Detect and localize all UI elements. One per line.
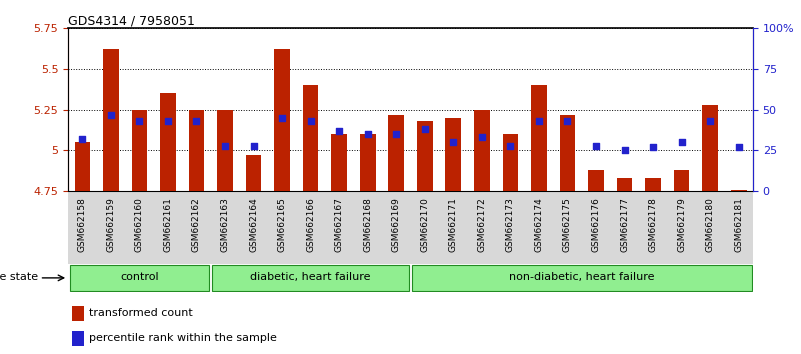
Point: [447, 139, 460, 145]
Point: [476, 135, 489, 140]
Bar: [360, 134, 376, 191]
Point: [418, 126, 431, 132]
Text: GSM662181: GSM662181: [735, 197, 743, 252]
Bar: [274, 50, 290, 191]
Point: [618, 148, 631, 153]
Text: GSM662164: GSM662164: [249, 197, 258, 252]
Point: [646, 144, 659, 150]
Point: [162, 118, 175, 124]
Text: GSM662166: GSM662166: [306, 197, 315, 252]
Point: [533, 118, 545, 124]
Point: [675, 139, 688, 145]
Text: transformed count: transformed count: [89, 308, 192, 318]
Point: [361, 131, 374, 137]
Bar: [674, 170, 690, 191]
Text: diabetic, heart failure: diabetic, heart failure: [251, 272, 371, 282]
Bar: [71, 306, 84, 321]
Text: GDS4314 / 7958051: GDS4314 / 7958051: [68, 14, 195, 27]
Text: percentile rank within the sample: percentile rank within the sample: [89, 333, 276, 343]
Point: [276, 115, 288, 121]
Text: GSM662163: GSM662163: [220, 197, 230, 252]
Text: GSM662165: GSM662165: [278, 197, 287, 252]
Bar: [160, 93, 175, 191]
Bar: [445, 118, 461, 191]
Bar: [531, 85, 547, 191]
Text: GSM662169: GSM662169: [392, 197, 400, 252]
Text: GSM662162: GSM662162: [192, 197, 201, 252]
Bar: [303, 85, 319, 191]
Point: [219, 143, 231, 148]
FancyBboxPatch shape: [412, 265, 751, 291]
Text: GSM662172: GSM662172: [477, 197, 486, 252]
Bar: [474, 110, 489, 191]
Bar: [246, 155, 261, 191]
Text: disease state: disease state: [0, 272, 38, 282]
Text: non-diabetic, heart failure: non-diabetic, heart failure: [509, 272, 654, 282]
Bar: [731, 189, 747, 191]
Text: control: control: [120, 272, 159, 282]
Bar: [588, 170, 604, 191]
Point: [504, 143, 517, 148]
Point: [332, 128, 345, 134]
Point: [590, 143, 602, 148]
Text: GSM662174: GSM662174: [534, 197, 543, 252]
Bar: [560, 115, 575, 191]
Text: GSM662180: GSM662180: [706, 197, 714, 252]
Text: GSM662168: GSM662168: [363, 197, 372, 252]
FancyBboxPatch shape: [212, 265, 409, 291]
FancyBboxPatch shape: [70, 265, 209, 291]
Point: [190, 118, 203, 124]
Point: [248, 143, 260, 148]
Bar: [702, 105, 718, 191]
Bar: [502, 134, 518, 191]
Point: [561, 118, 574, 124]
Bar: [103, 50, 119, 191]
Text: GSM662161: GSM662161: [163, 197, 172, 252]
Text: GSM662171: GSM662171: [449, 197, 458, 252]
Point: [104, 112, 117, 118]
Point: [704, 118, 717, 124]
Bar: [131, 110, 147, 191]
Point: [732, 144, 745, 150]
Text: GSM662178: GSM662178: [649, 197, 658, 252]
Point: [390, 131, 403, 137]
Text: GSM662158: GSM662158: [78, 197, 87, 252]
Text: GSM662177: GSM662177: [620, 197, 629, 252]
Text: GSM662160: GSM662160: [135, 197, 144, 252]
Text: GSM662175: GSM662175: [563, 197, 572, 252]
Text: GSM662167: GSM662167: [335, 197, 344, 252]
Bar: [617, 178, 632, 191]
Text: GSM662176: GSM662176: [591, 197, 601, 252]
Point: [76, 136, 89, 142]
Text: GSM662159: GSM662159: [107, 197, 115, 252]
Bar: [74, 142, 91, 191]
Text: GSM662179: GSM662179: [677, 197, 686, 252]
Bar: [388, 115, 404, 191]
Text: GSM662170: GSM662170: [421, 197, 429, 252]
Bar: [646, 178, 661, 191]
Bar: [217, 110, 233, 191]
Bar: [417, 121, 433, 191]
Point: [133, 118, 146, 124]
Bar: [71, 331, 84, 346]
Point: [304, 118, 317, 124]
Bar: [189, 110, 204, 191]
Text: GSM662173: GSM662173: [506, 197, 515, 252]
Bar: [332, 134, 347, 191]
